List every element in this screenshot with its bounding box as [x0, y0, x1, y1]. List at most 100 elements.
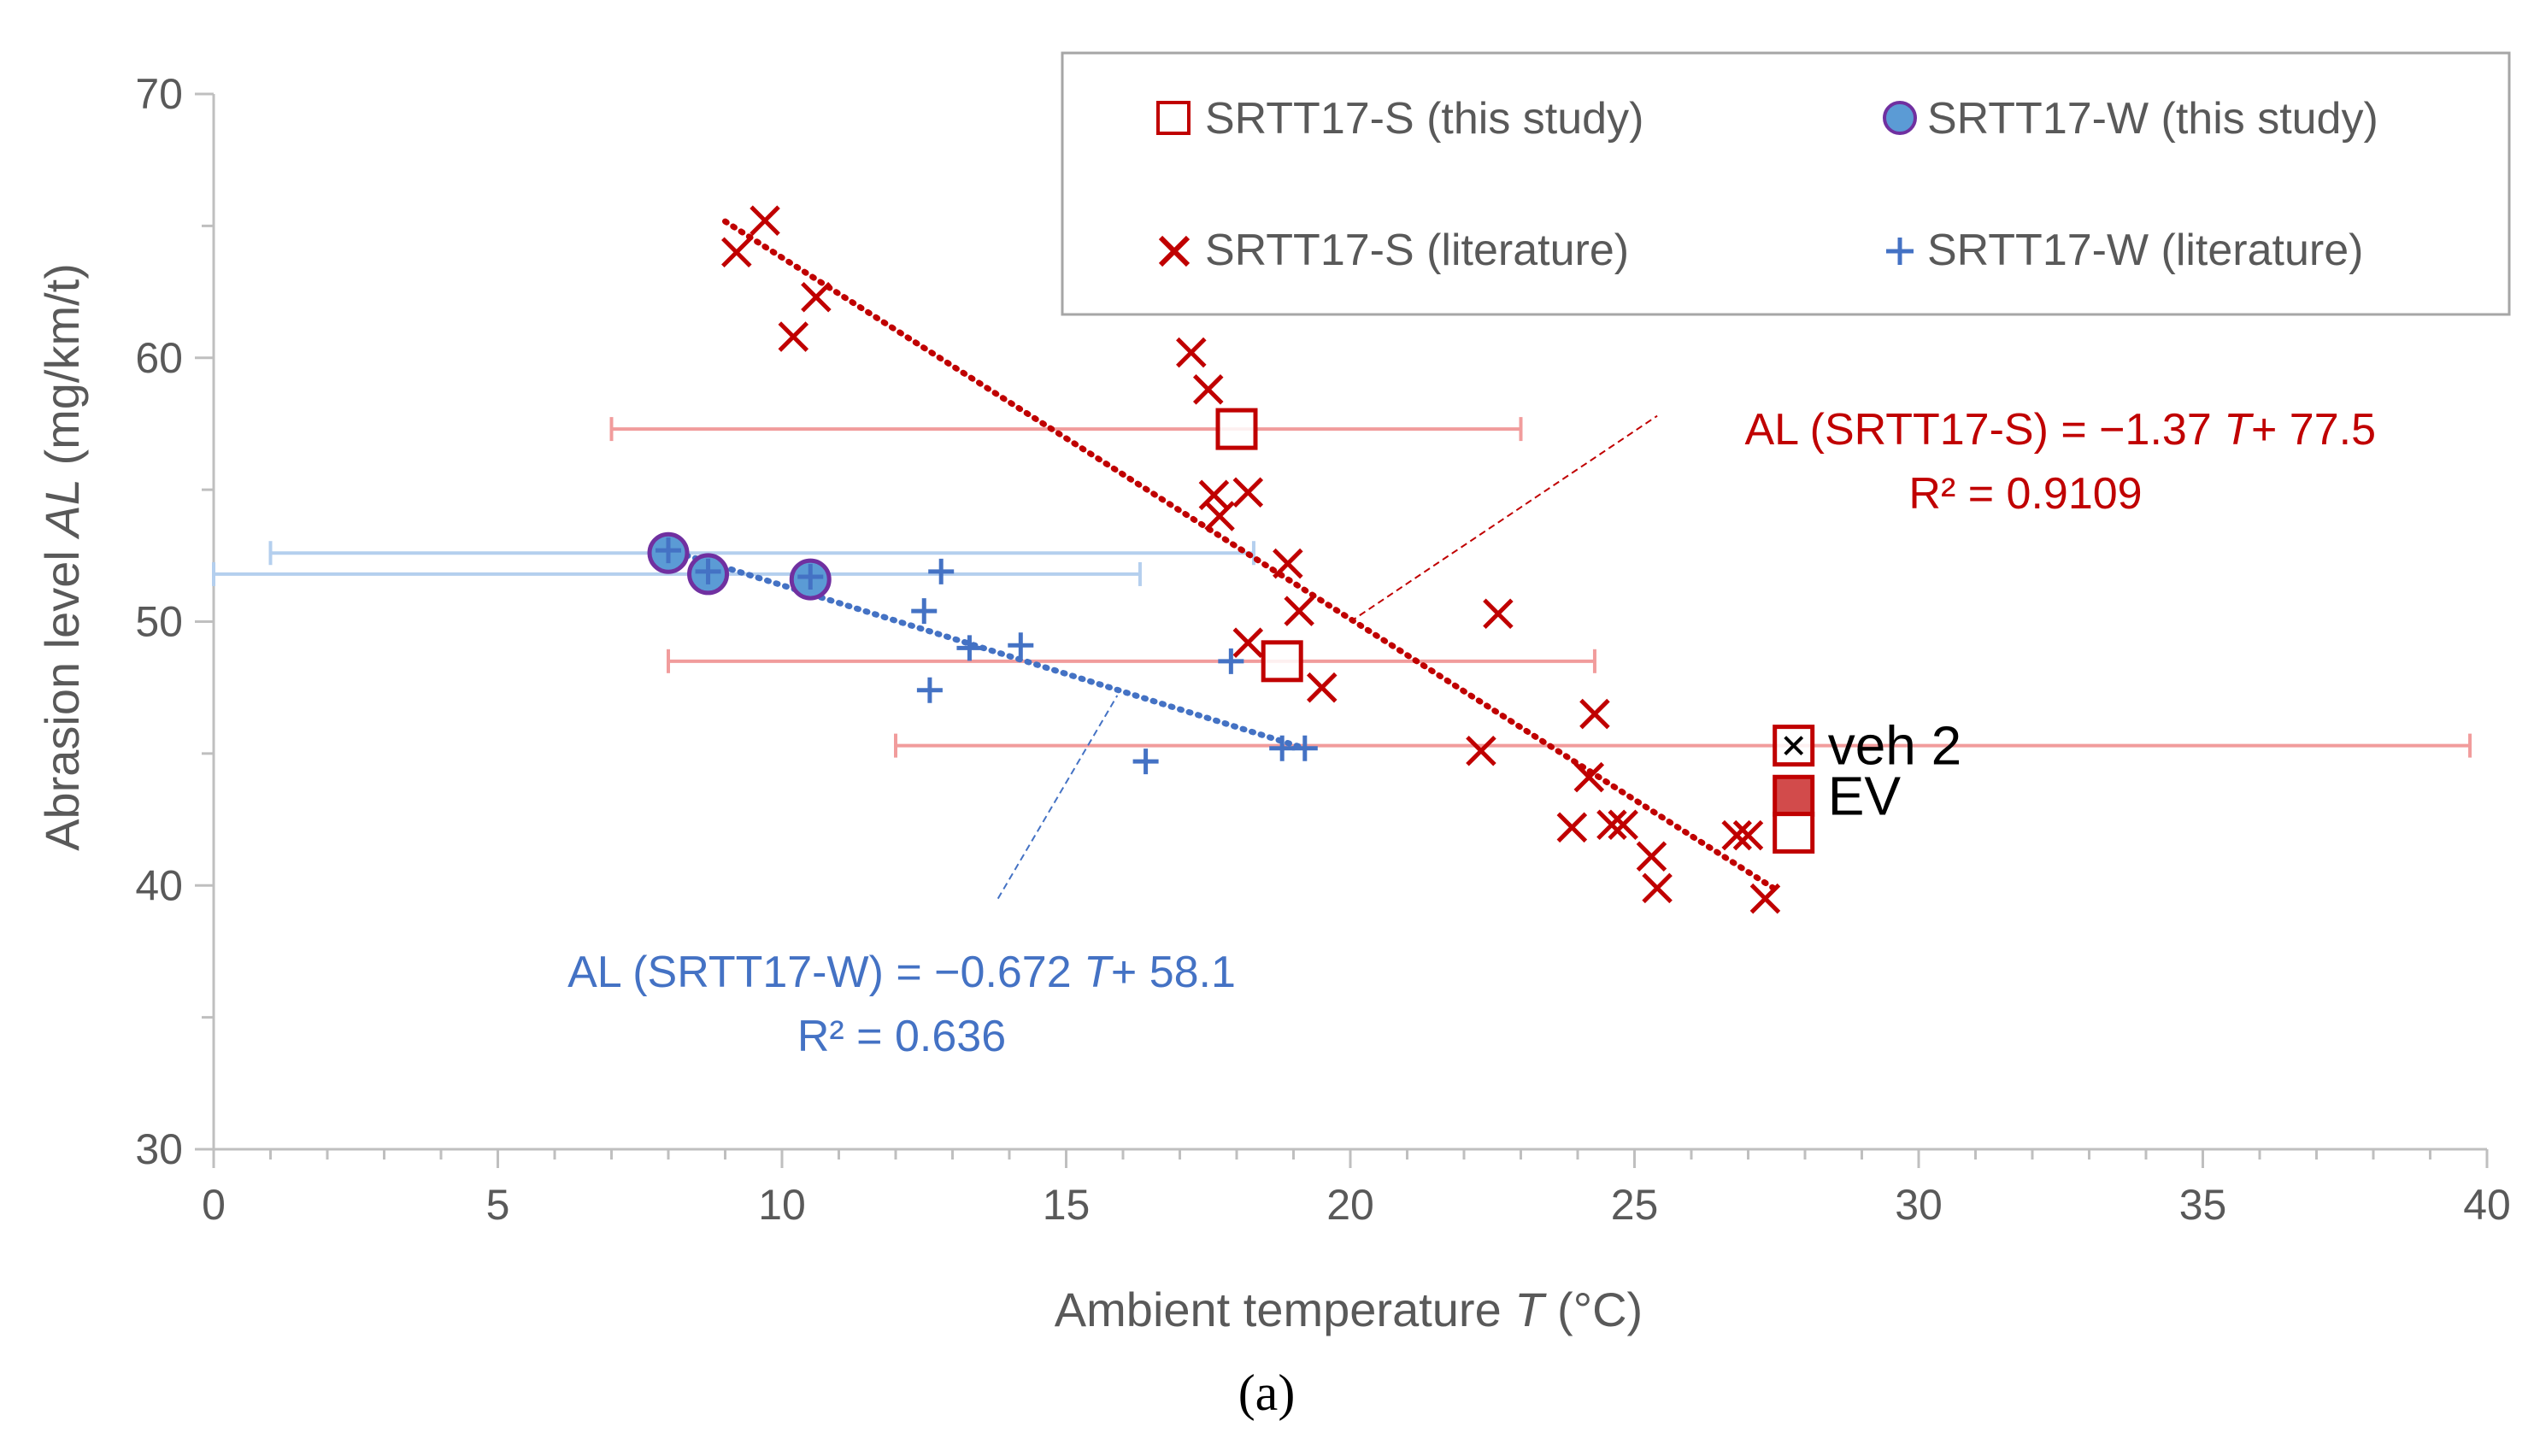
trendline-srtt17-s: [722, 218, 1780, 894]
y-axis-title-suffix: (mg/km/t): [35, 263, 89, 478]
legend-label: SRTT17-S (literature): [1205, 226, 1629, 275]
srtt17-w-literature-point: [1008, 632, 1034, 659]
srtt17-s-literature-point: [1204, 501, 1235, 531]
x-axis-title-prefix: Ambient temperature: [1055, 1283, 1514, 1336]
y-tick-label: 50: [135, 598, 183, 646]
srtt17-s-literature-point: [1642, 872, 1673, 904]
trendline-s-r2: R² = 0.9109: [1908, 469, 2142, 519]
trendlines: [665, 218, 1780, 894]
y-tick-label: 30: [135, 1125, 183, 1173]
trendline-s-eq-var: T: [2224, 405, 2254, 455]
srtt17-s-literature-point: [1483, 598, 1514, 630]
legend-open-square-icon: [1156, 101, 1191, 135]
legend-label: SRTT17-W (literature): [1927, 226, 2363, 275]
figure-caption: (a): [1238, 1365, 1296, 1421]
srtt17-s-literature-point: [1732, 819, 1764, 851]
srtt17-s-literature-point: [1192, 374, 1224, 405]
x-tick-label: 15: [1043, 1181, 1091, 1229]
srtt17-s-literature-point: [1573, 761, 1605, 793]
legend-item-srtt17-s-this-study: SRTT17-S (this study): [1156, 94, 1643, 144]
trendline-w-leader-line: [997, 695, 1119, 900]
srtt17-w-literature-point: [656, 537, 681, 564]
y-tick-label: 40: [135, 861, 183, 909]
srtt17-s-literature-point: [778, 321, 809, 352]
srtt17-s-literature-point: [1721, 819, 1752, 851]
srtt17-s-literature-point: [750, 205, 780, 236]
trendline-w-r2: R² = 0.636: [797, 1012, 1006, 1061]
trendline-s-eq-suffix: + 77.5: [2251, 405, 2376, 455]
point-label-ev: EV: [1828, 765, 1902, 826]
trendline-w-eq-var: T: [1084, 948, 1114, 997]
srtt17-s-literature-point: [1596, 809, 1627, 841]
srtt17-s-literature-point: [721, 237, 752, 268]
srtt17-w-literature-point: [928, 558, 955, 584]
x-tick-label: 0: [202, 1181, 226, 1229]
trendline-s-annotation: AL (SRTT17-S) = −1.37 T+ 77.5 R² = 0.910…: [1349, 405, 2377, 623]
srtt17-w-literature-point: [797, 564, 824, 590]
trendline-s-equation: AL (SRTT17-S) = −1.37 T+ 77.5: [1745, 405, 2377, 455]
trendline-w-eq-suffix: + 58.1: [1111, 948, 1236, 997]
srtt17-s-literature-point: [1284, 596, 1314, 626]
srtt17-w-literature-point: [1218, 648, 1244, 674]
x-tick-label: 25: [1611, 1181, 1659, 1229]
srtt17-s-study-point: [1773, 812, 1815, 854]
y-axis-title: Abrasion level AL (mg/km/t): [35, 263, 89, 851]
legend: SRTT17-S (this study) SRTT17-W (this stu…: [1061, 51, 2511, 316]
srtt17-s-literature-point: [1579, 698, 1610, 730]
y-axis-title-prefix: Abrasion level: [35, 537, 89, 851]
y-tick-label: 60: [135, 334, 183, 382]
trendline-w-equation: AL (SRTT17-W) = −0.672 T+ 58.1: [567, 948, 1236, 997]
srtt17-s-literature-point: [801, 281, 832, 313]
x-axis-title: Ambient temperature T (°C): [1055, 1283, 1643, 1336]
y-tick-label: 70: [135, 70, 183, 118]
srtt17-s-study-point: [1215, 408, 1258, 450]
x-tick-label: 30: [1895, 1181, 1943, 1229]
srtt17-s-literature-point: [1273, 548, 1303, 579]
srtt17-s-literature-point: [1466, 736, 1496, 766]
legend-item-srtt17-w-literature: SRTT17-W (literature): [1886, 226, 2363, 275]
srtt17-s-literature-point: [1749, 883, 1781, 914]
trendline-s-eq-prefix: AL (SRTT17-S) = −1.37: [1745, 405, 2225, 455]
legend-item-srtt17-s-literature: SRTT17-S (literature): [1158, 226, 1629, 275]
x-tick-label: 20: [1326, 1181, 1374, 1229]
legend-item-srtt17-w-this-study: SRTT17-W (this study): [1883, 94, 2378, 144]
trendline-srtt17-w: [665, 546, 1308, 752]
x-axis-title-suffix: (°C): [1544, 1283, 1643, 1336]
srtt17-w-literature-point: [695, 558, 721, 584]
x-tick-label: 35: [2179, 1181, 2227, 1229]
error-bars: [212, 417, 2472, 758]
x-tick-label: 40: [2463, 1181, 2511, 1229]
legend-label: SRTT17-S (this study): [1205, 94, 1643, 144]
legend-box: [1061, 51, 2511, 316]
point-label-veh-2: veh 2: [1828, 715, 1962, 777]
legend-x-icon: [1158, 235, 1191, 267]
srtt17-s-literature-point: [1306, 672, 1338, 703]
srtt17-w-literature-point: [1132, 749, 1159, 775]
srtt17-s-literature-point: [1608, 809, 1638, 841]
y-axis-title-var: AL: [35, 478, 89, 540]
srtt17-s-study-point: [1261, 640, 1303, 683]
data-markers: [647, 205, 1815, 914]
legend-label: SRTT17-W (this study): [1927, 94, 2378, 144]
srtt17-s-literature-point: [1636, 841, 1667, 872]
srtt17-s-study-point: [1773, 774, 1815, 817]
x-tick-label: 10: [758, 1181, 806, 1229]
y-axis-ticks: 30 40 50 60 70: [135, 70, 214, 1173]
x-axis-title-var: T: [1514, 1283, 1547, 1336]
srtt17-w-literature-point: [956, 635, 983, 661]
x-axis-ticks: 0 5 10 15 20 25 30 35 40: [202, 1149, 2511, 1229]
trendline-s-leader-line: [1349, 414, 1658, 623]
srtt17-s-literature-point: [1556, 812, 1588, 843]
srtt17-s-literature-point: [1176, 337, 1207, 368]
srtt17-w-literature-point: [1291, 735, 1318, 761]
srtt17-s-study-point-inner-x: [1784, 736, 1804, 756]
trendline-w-annotation: AL (SRTT17-W) = −0.672 T+ 58.1 R² = 0.63…: [567, 695, 1236, 1061]
srtt17-w-literature-point: [916, 677, 943, 703]
legend-filled-circle-icon: [1883, 101, 1917, 135]
srtt17-w-literature-point: [911, 598, 938, 625]
srtt17-s-literature-point: [1232, 477, 1264, 508]
legend-plus-icon: [1886, 238, 1914, 265]
trendline-w-eq-prefix: AL (SRTT17-W) = −0.672: [567, 948, 1084, 997]
x-tick-label: 5: [486, 1181, 510, 1229]
